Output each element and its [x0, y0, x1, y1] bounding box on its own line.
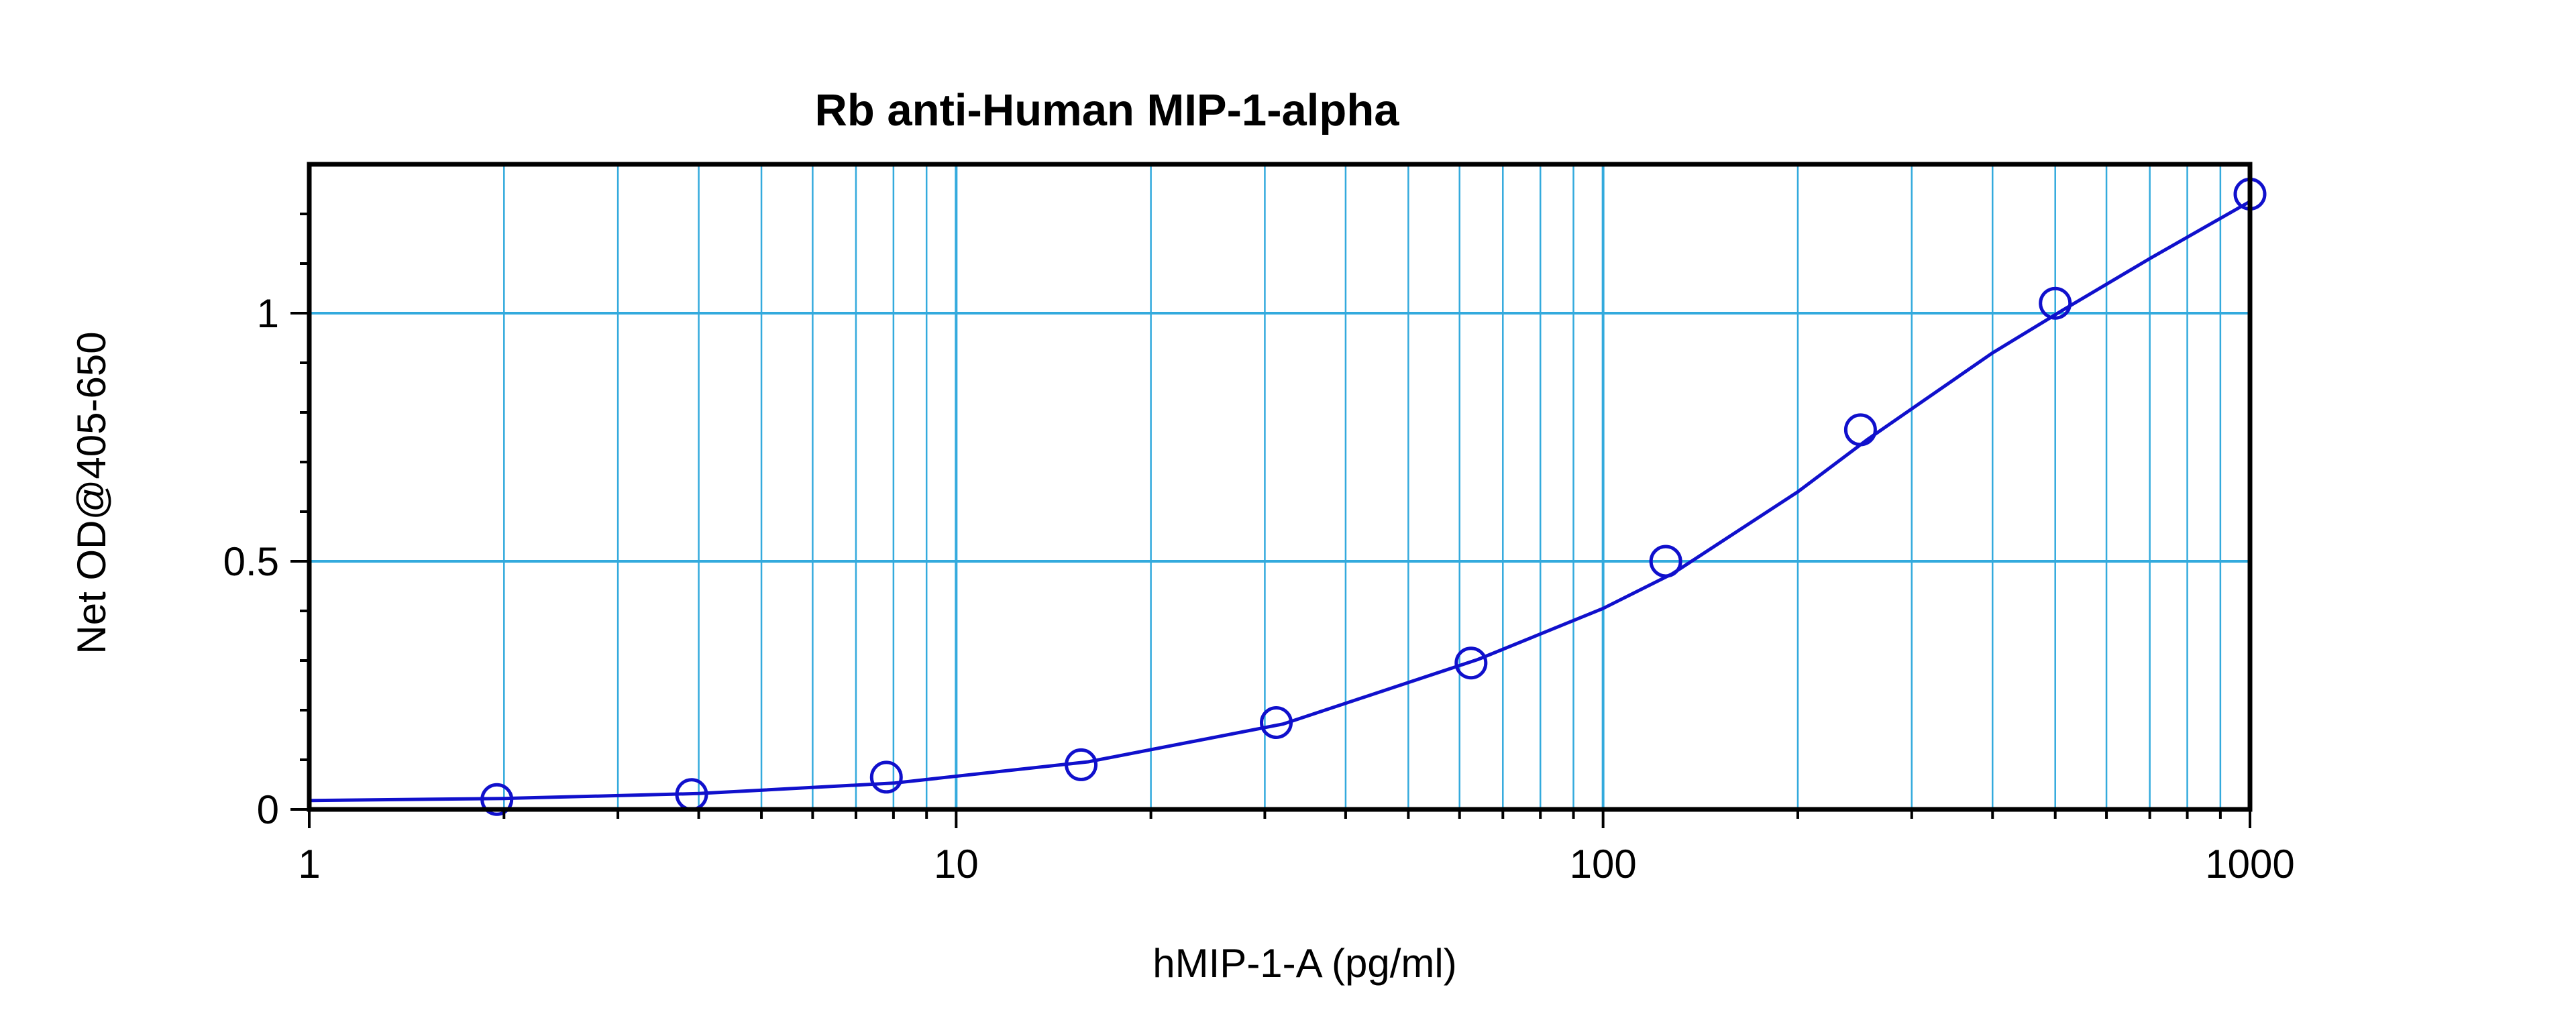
data-point	[1454, 646, 1488, 680]
y-axis-label: Net OD@405-650	[69, 331, 114, 654]
data-point	[2039, 286, 2072, 320]
data-point	[480, 783, 514, 816]
x-tick-label: 1000	[2205, 842, 2294, 887]
data-point	[1065, 748, 1098, 781]
data-point	[869, 760, 903, 794]
y-tick-label: 1	[257, 291, 279, 336]
fit-curve	[309, 200, 2251, 803]
tick-layer: 1 10 100 1000 0 0.5 1	[223, 213, 2295, 887]
data-point	[1649, 545, 1682, 578]
data-point	[1843, 413, 1877, 447]
grid-layer	[309, 164, 2251, 809]
y-tick-label: 0.5	[223, 539, 279, 584]
plot-frame-layer	[307, 162, 2253, 812]
data-point	[1260, 706, 1293, 739]
x-tick-label: 100	[1570, 842, 1637, 887]
fit-curve-layer	[309, 200, 2251, 803]
plot-frame	[307, 162, 2253, 812]
x-axis-label: hMIP-1-A (pg/ml)	[1152, 941, 1456, 986]
x-tick-label: 10	[934, 842, 979, 887]
chart-title: Rb anti-Human MIP-1-alpha	[814, 85, 1399, 135]
y-tick-label: 0	[257, 787, 279, 832]
x-tick-label: 1	[298, 842, 320, 887]
